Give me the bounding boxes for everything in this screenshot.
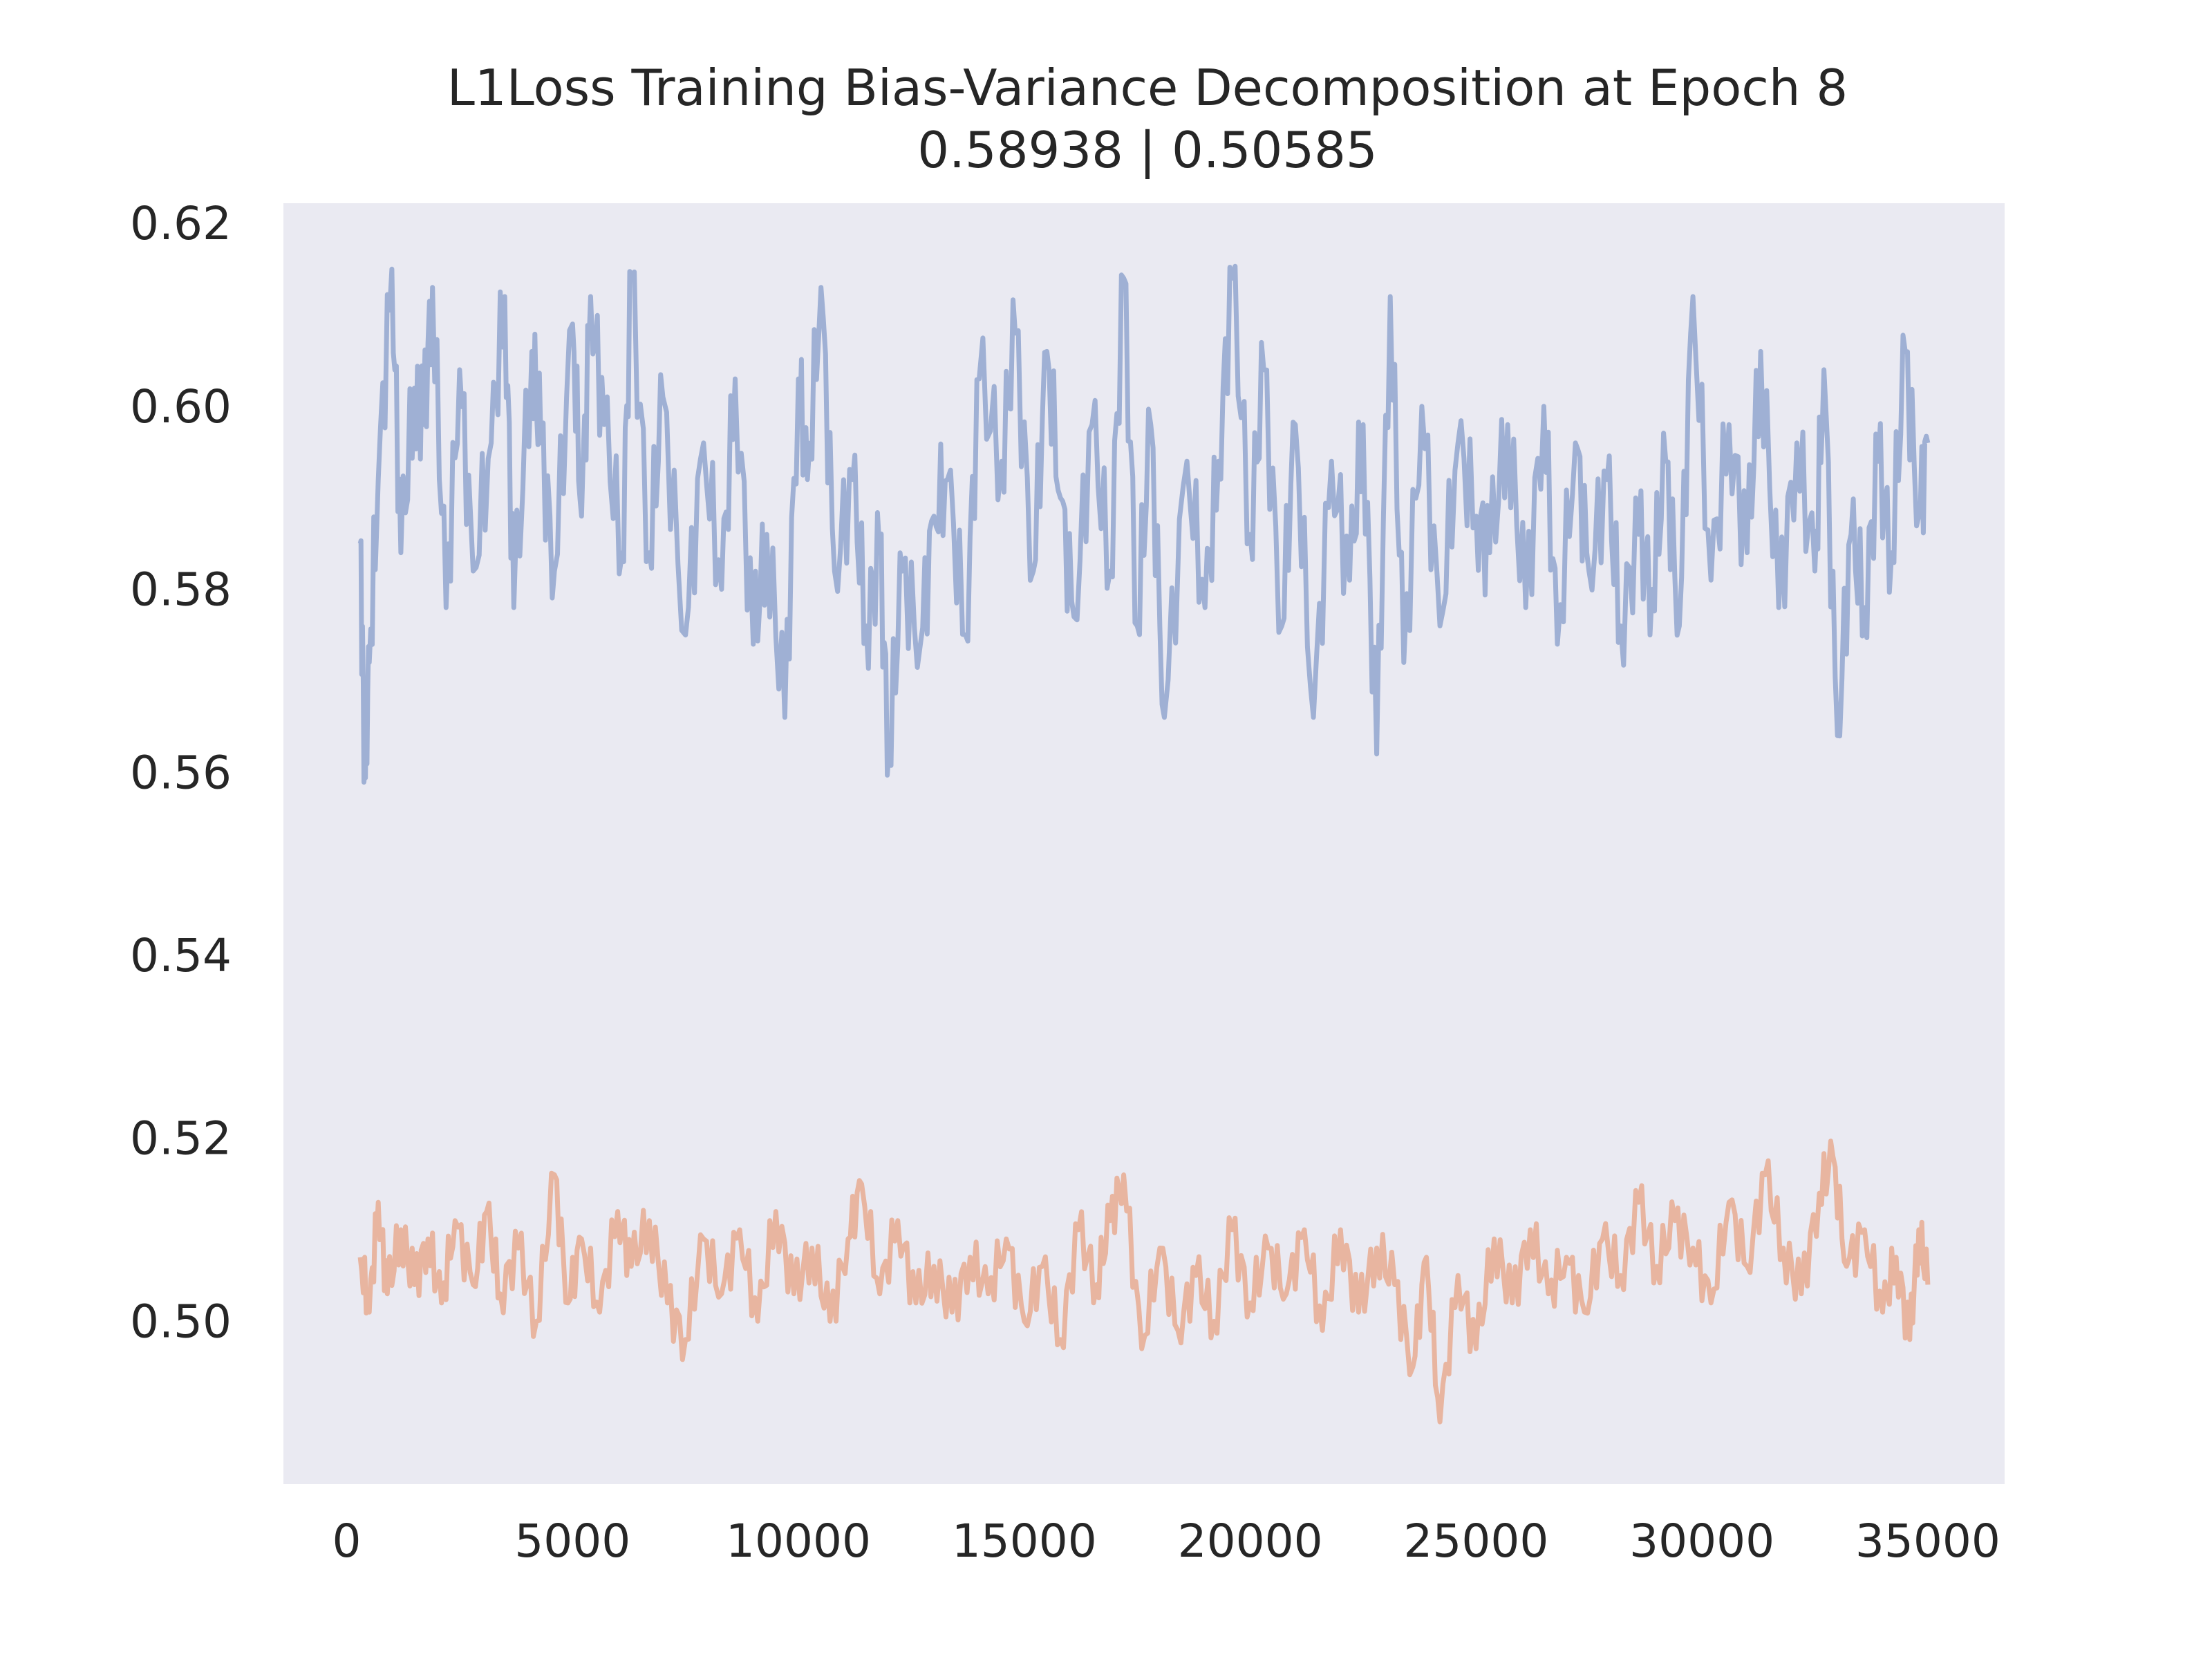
x-tick-label: 5000 (514, 1515, 630, 1568)
y-axis-ticks: 0.50 0.52 0.54 0.56 0.58 0.60 0.62 (130, 197, 232, 1348)
x-tick-label: 30000 (1629, 1515, 1774, 1568)
x-tick-label: 35000 (1855, 1515, 2000, 1568)
chart-subtitle: 0.58938 | 0.50585 (917, 121, 1378, 180)
y-tick-label: 0.50 (130, 1295, 232, 1348)
series-line-1 (357, 263, 1931, 785)
y-tick-label: 0.58 (130, 563, 232, 617)
y-tick-label: 0.62 (130, 197, 232, 250)
x-tick-label: 15000 (952, 1515, 1097, 1568)
y-tick-label: 0.54 (130, 929, 232, 982)
x-tick-label: 0 (332, 1515, 362, 1568)
x-tick-label: 20000 (1178, 1515, 1323, 1568)
chart-title: L1Loss Training Bias-Variance Decomposit… (447, 59, 1848, 117)
x-axis-ticks: 0 5000 10000 15000 20000 25000 30000 35000 (332, 1515, 2000, 1568)
y-tick-label: 0.60 (130, 380, 232, 433)
series-layer (357, 263, 1931, 1425)
x-tick-label: 25000 (1403, 1515, 1548, 1568)
series-line-2 (357, 1138, 1931, 1425)
x-tick-label: 10000 (726, 1515, 871, 1568)
y-tick-label: 0.56 (130, 746, 232, 799)
y-tick-label: 0.52 (130, 1112, 232, 1165)
